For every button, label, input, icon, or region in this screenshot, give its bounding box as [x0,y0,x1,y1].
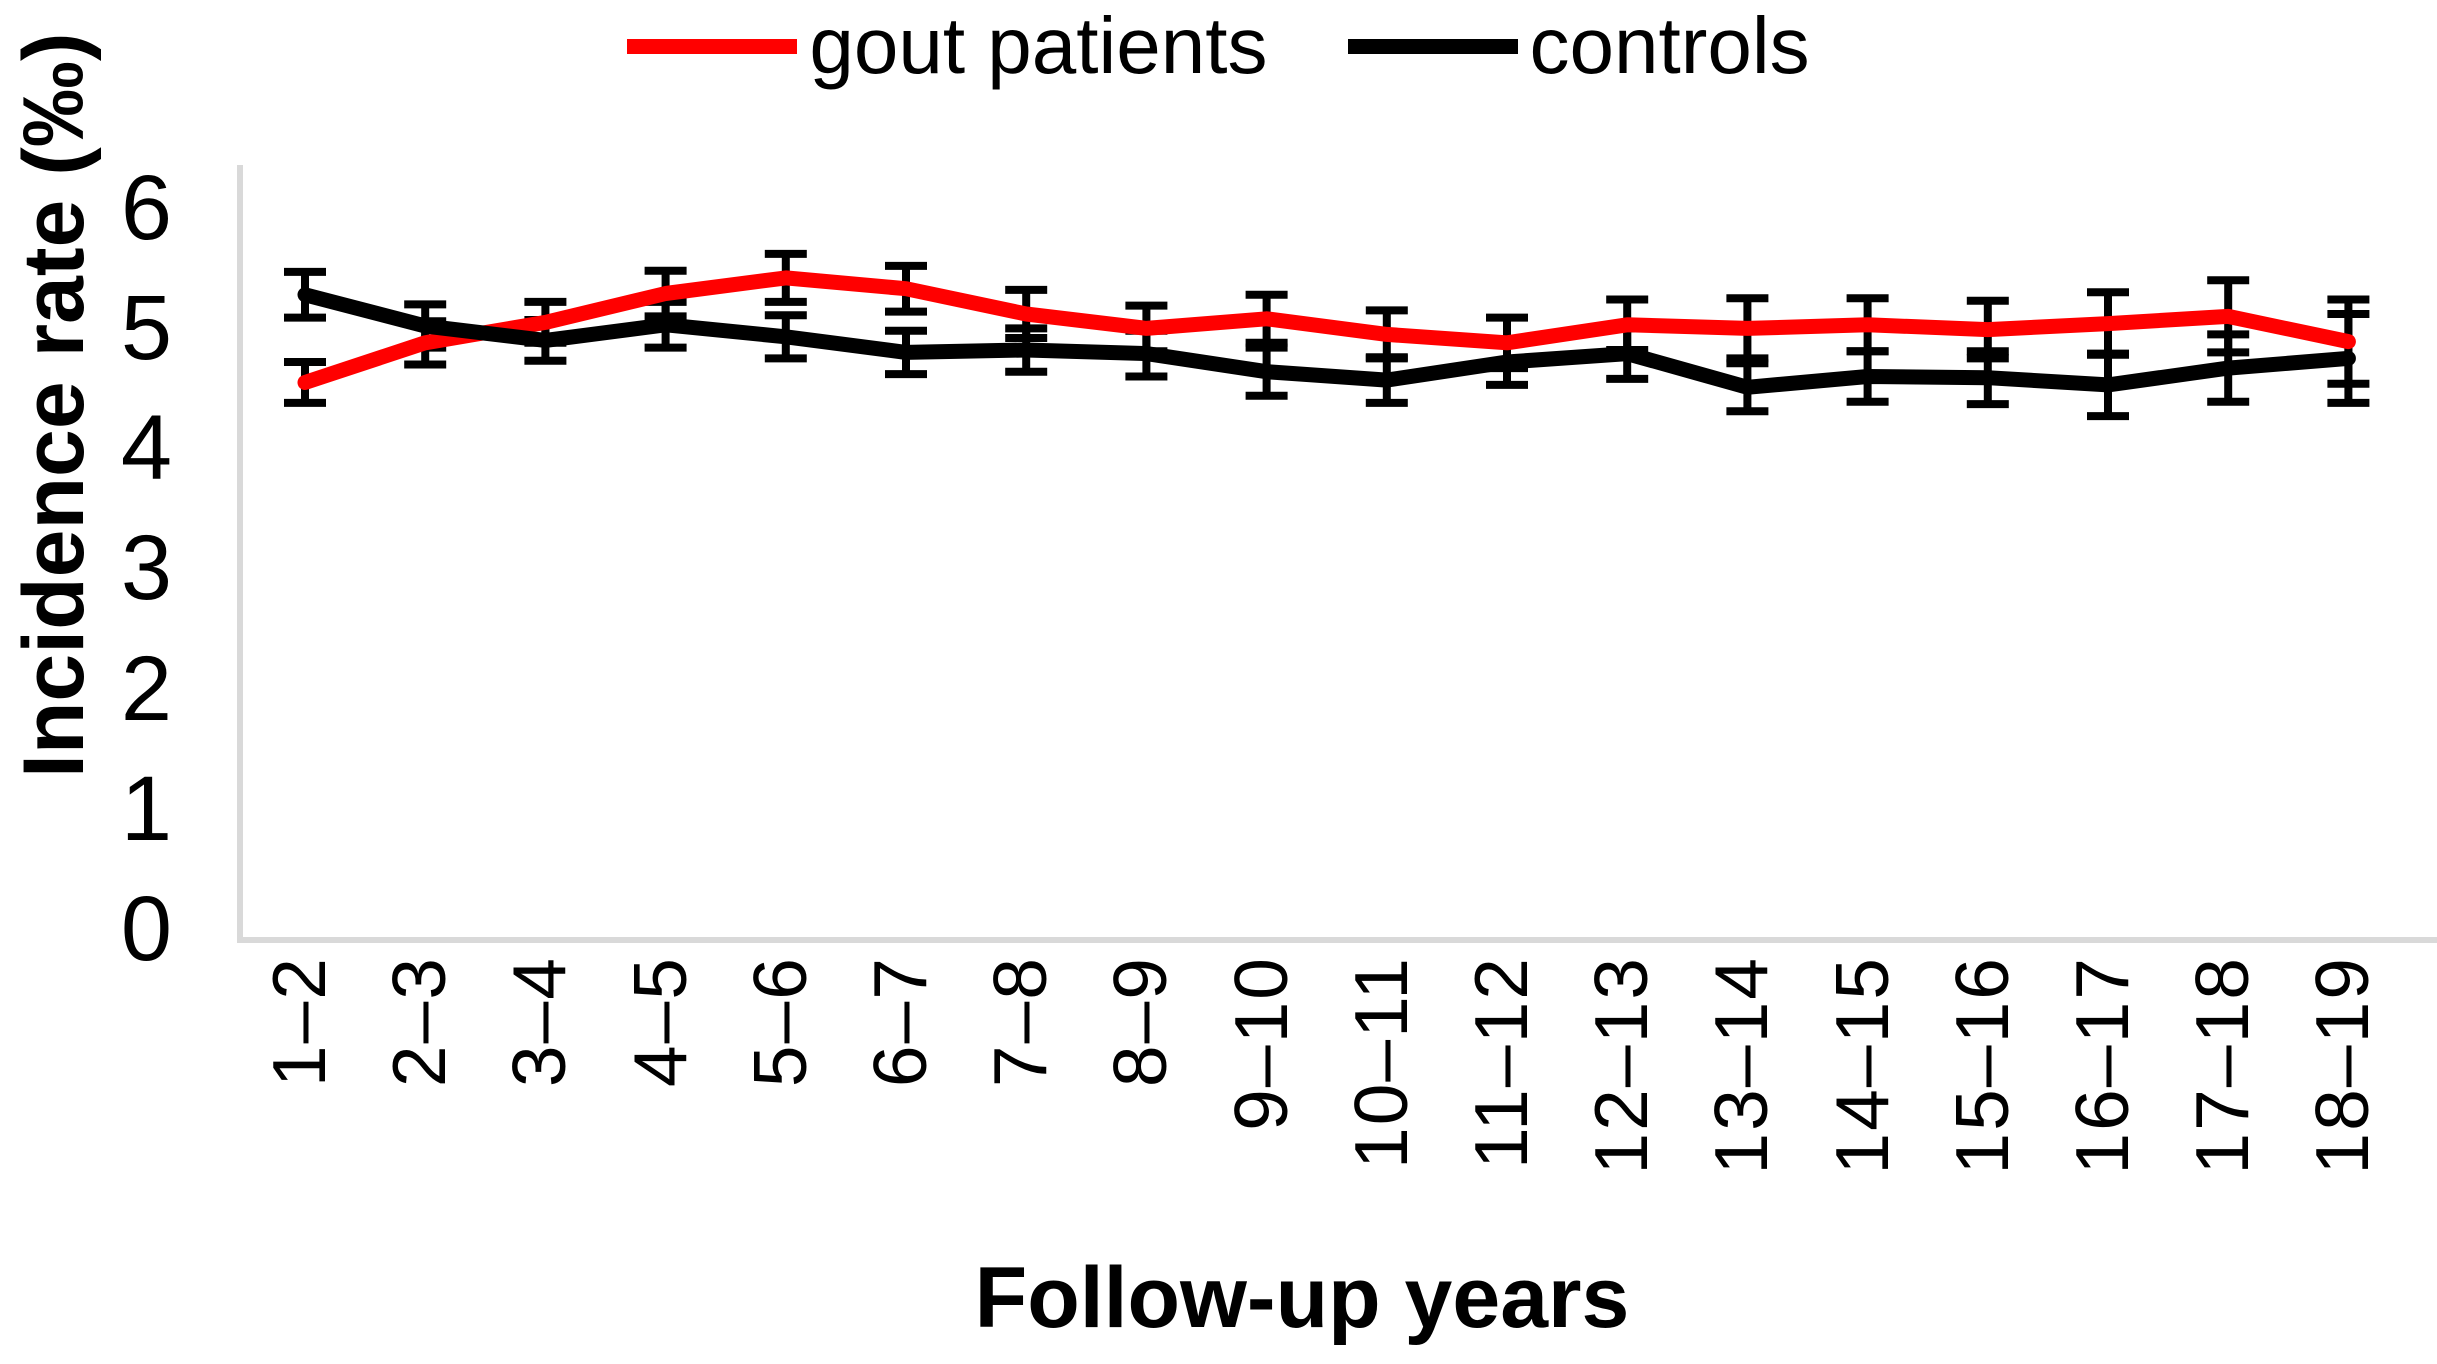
x-tick-label-2: 2–3 [374,956,464,1087]
x-tick-label-text: 10–11 [1338,956,1423,1169]
x-tick-label-text: 17–18 [2180,956,2265,1175]
x-tick-label-8: 8–9 [1095,956,1185,1087]
x-tick-label-17: 17–18 [2177,956,2267,1175]
x-tick-label-text: 18–19 [2300,956,2385,1175]
x-tick-label-10: 10–11 [1336,956,1426,1169]
x-tick-label-1: 1–2 [254,956,344,1087]
y-tick-label-6: 6 [120,156,172,259]
legend: gout patients controls [0,0,2437,92]
x-tick-label-text: 9–10 [1218,956,1303,1131]
x-axis-title: Follow-up years [974,1250,1630,1346]
legend-label-controls: controls [1529,1,1810,90]
x-tick-label-12: 12–13 [1576,956,1666,1175]
controls-error-bars [284,267,2370,421]
x-tick-label-14: 14–15 [1817,956,1907,1175]
legend-label-gout-patients: gout patients [809,1,1268,90]
y-tick-label-5: 5 [120,277,172,379]
y-tick-label-1: 1 [120,757,172,860]
y-tick-label-3: 3 [120,517,172,620]
x-tick-label-text: 4–5 [617,956,702,1088]
x-tick-label-13: 13–14 [1696,956,1786,1175]
y-tick-label-4: 4 [120,397,172,500]
legend-item-controls: controls [1347,0,1810,92]
controls-line-swatch [1347,38,1518,54]
y-tick-label-0: 0 [120,878,172,980]
x-tick-label-3: 3–4 [494,956,584,1087]
x-tick-label-text: 2–3 [377,956,462,1088]
x-tick-label-15: 15–16 [1937,956,2027,1175]
x-tick-label-9: 9–10 [1216,956,1306,1131]
x-tick-label-text: 15–16 [1939,956,2024,1175]
chart-canvas [284,249,2370,421]
x-tick-label-text: 14–15 [1819,956,1904,1175]
x-tick-label-7: 7–8 [975,956,1065,1087]
x-tick-label-11: 11–12 [1456,956,1546,1169]
x-tick-label-text: 3–4 [497,956,582,1088]
x-tick-label-text: 5–6 [737,956,822,1088]
x-tick-label-6: 6–7 [855,956,945,1087]
x-tick-label-18: 18–19 [2297,956,2387,1175]
x-tick-label-text: 16–17 [2060,956,2144,1175]
gout-patients-line-swatch [627,38,798,54]
plot-area [237,165,2437,943]
x-tick-label-text: 6–7 [858,956,942,1088]
x-tick-label-text: 12–13 [1579,956,1664,1175]
x-tick-label-4: 4–5 [615,956,705,1087]
x-tick-label-text: 11–12 [1459,956,1543,1169]
gout-patients-error-bars [284,249,2370,407]
controls-series-line [297,287,2356,395]
x-tick-label-text: 8–9 [1098,956,1183,1088]
x-tick-label-5: 5–6 [735,956,825,1087]
x-tick-label-text: 7–8 [978,956,1063,1088]
y-tick-label-2: 2 [120,637,172,740]
x-tick-label-16: 16–17 [2057,956,2147,1175]
x-tick-label-text: 13–14 [1699,956,1784,1175]
legend-item-gout-patients: gout patients [627,0,1268,92]
gout-patients-series-line [297,270,2356,390]
x-tick-label-text: 1–2 [257,956,341,1088]
